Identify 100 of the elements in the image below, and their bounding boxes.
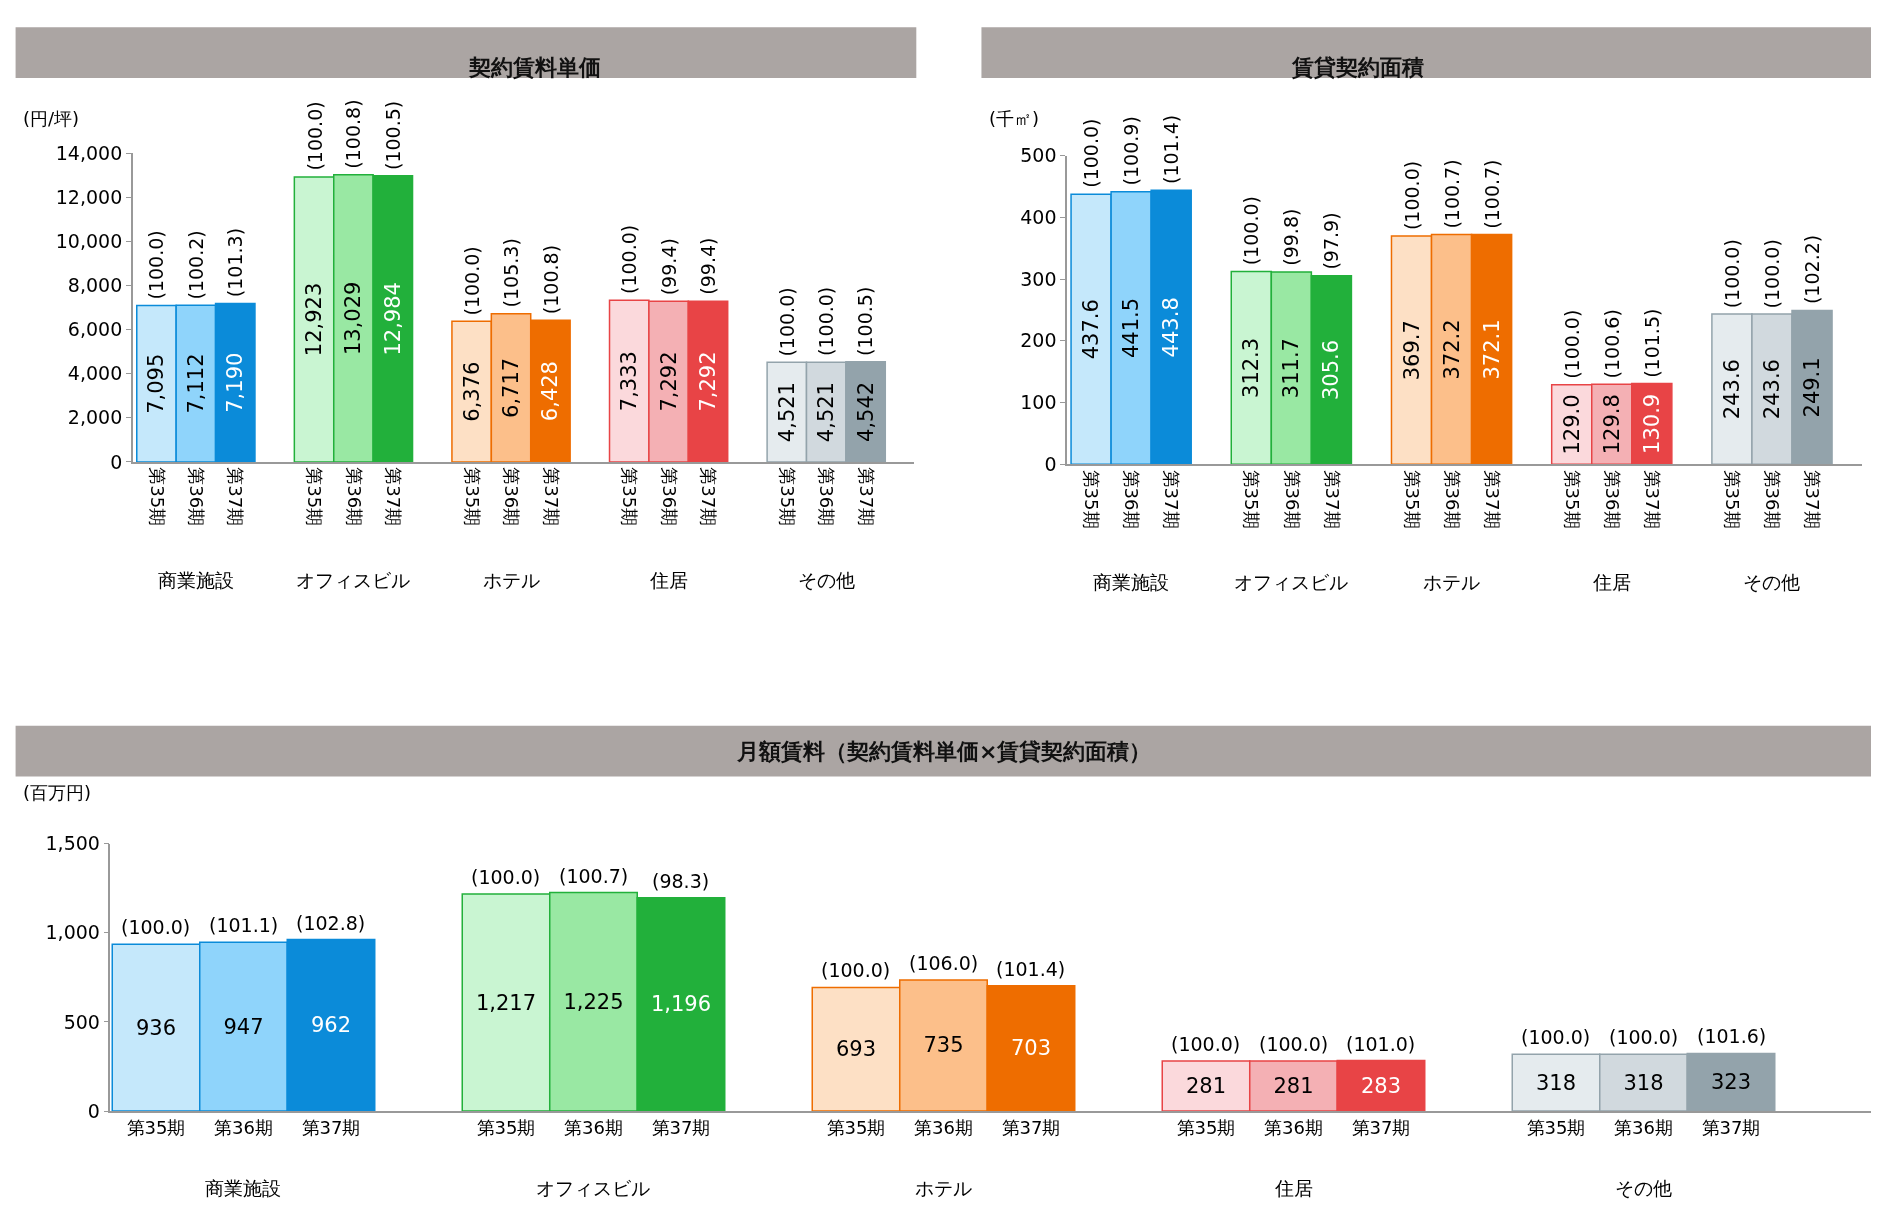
annotation: (100.0) [1080, 118, 1103, 188]
y-tick-label: 12,000 [55, 186, 123, 209]
annotation: (100.0) [460, 246, 483, 316]
data-label: 6,428 [538, 361, 563, 422]
x-tick-label: 商業施設 [158, 569, 234, 591]
x-tick-label: ホテル [915, 1177, 972, 1199]
annotation: (100.0) [1560, 309, 1583, 379]
y-tick-label: 300 [1020, 267, 1057, 290]
data-label: 12,923 [302, 282, 327, 357]
text: 第36期 [1121, 469, 1143, 529]
annotation: (100.7) [1480, 159, 1503, 229]
chart-title: 賃貸契約面積 [1291, 55, 1424, 80]
text: 第37期 [1001, 1117, 1061, 1139]
series-label: 第37期 [301, 1117, 361, 1139]
data-label: 7,112 [183, 353, 208, 414]
data-label: 311.7 [1279, 338, 1304, 399]
annotation: (100.6) [1601, 309, 1624, 379]
text: 第36期 [1601, 469, 1623, 529]
data-label: 936 [135, 1015, 177, 1040]
annotation: (99.4) [657, 238, 680, 296]
text: 第35期 [1722, 469, 1744, 529]
annotation: (100.0) [1400, 160, 1423, 231]
data-label: 693 [835, 1037, 877, 1062]
annotation: (100.5) [381, 100, 404, 171]
annotation: (100.0) [1259, 1033, 1329, 1055]
annotation: (100.8) [539, 244, 562, 315]
x-tick-label: 商業施設 [205, 1177, 281, 1199]
data-label: 281 [1185, 1073, 1227, 1098]
annotation: (100.0) [1760, 239, 1783, 309]
data-label: 4,542 [853, 381, 878, 442]
data-label: 281 [1273, 1073, 1314, 1098]
y-tick-label: 100 [1020, 391, 1057, 414]
y-tick-label: 500 [63, 1010, 100, 1033]
text: 第37期 [1161, 469, 1183, 529]
y-tick-label: 1,000 [45, 921, 100, 944]
data-label: 243.6 [1759, 359, 1784, 420]
y-axis-title: (千㎡) [989, 108, 1040, 129]
annotation: (106.0) [909, 952, 979, 974]
data-label: 369.7 [1399, 320, 1424, 381]
text: 第37期 [1641, 469, 1663, 529]
annotation: (101.1) [209, 914, 279, 936]
y-tick-label: 1,500 [45, 832, 100, 855]
annotation: (101.3) [224, 227, 247, 298]
data-label: 7,292 [696, 351, 721, 412]
text: 第36期 [1264, 1117, 1323, 1139]
data-label: 6,717 [499, 357, 524, 418]
data-label: 7,190 [223, 352, 248, 413]
annotation: (99.8) [1279, 208, 1302, 266]
data-label: 129.8 [1599, 394, 1624, 455]
text: 第36期 [343, 467, 365, 527]
x-tick-label: 住居 [1592, 571, 1631, 593]
text: 第37期 [698, 467, 720, 527]
y-tick-label: 14,000 [55, 141, 123, 164]
x-tick-label: ホテル [1423, 571, 1480, 593]
annotation: (100.0) [1720, 239, 1743, 309]
text: 第35期 [1561, 469, 1583, 529]
x-tick-label: オフィスビル [536, 1177, 650, 1199]
text: 第36期 [1281, 469, 1303, 529]
annotation: (100.0) [145, 230, 168, 300]
text: 第35期 [476, 1117, 536, 1139]
data-label: 441.5 [1119, 297, 1144, 359]
annotation: (97.9) [1320, 212, 1343, 270]
series-label: 第35期 [126, 1117, 186, 1139]
y-tick-label: 0 [1044, 452, 1057, 475]
data-label: 305.6 [1319, 339, 1344, 401]
annotation: (98.3) [652, 870, 710, 892]
data-label: 1,217 [475, 990, 537, 1015]
text: 第37期 [855, 467, 877, 527]
text: 第35期 [1176, 1117, 1236, 1139]
data-label: 243.6 [1719, 359, 1744, 420]
annotation: (101.5) [1640, 308, 1663, 378]
x-tick-label: オフィスビル [296, 569, 410, 591]
x-tick-label: その他 [1743, 571, 1800, 593]
y-tick-label: 400 [1020, 206, 1057, 229]
text: 第37期 [1351, 1117, 1411, 1139]
text: 第35期 [304, 467, 326, 527]
text: 第36期 [658, 467, 680, 527]
annotation: (100.5) [854, 286, 877, 356]
annotation: (100.8) [342, 99, 365, 169]
data-label: 130.9 [1639, 393, 1664, 454]
series-label: 第36期 [214, 1117, 273, 1139]
text: 第35期 [461, 467, 483, 527]
annotation: (99.4) [697, 237, 720, 295]
annotation: (100.0) [776, 287, 799, 357]
data-label: 283 [1360, 1073, 1402, 1098]
annotation: (100.2) [185, 230, 208, 300]
annotation: (102.2) [1801, 234, 1824, 305]
annotation: (100.0) [815, 286, 838, 356]
y-tick-label: 2,000 [67, 406, 123, 429]
annotation: (101.4) [1160, 114, 1183, 185]
text: 第36期 [186, 467, 208, 527]
y-tick-label: 4,000 [67, 362, 123, 385]
data-label: 4,521 [774, 382, 799, 443]
data-label: 437.6 [1079, 299, 1104, 360]
data-label: 1,225 [563, 989, 624, 1014]
y-tick-label: 10,000 [55, 230, 123, 253]
annotation: (100.0) [618, 224, 641, 294]
data-label: 323 [1710, 1070, 1752, 1095]
annotation: (105.3) [499, 238, 522, 308]
annotation: (100.0) [1240, 196, 1263, 266]
